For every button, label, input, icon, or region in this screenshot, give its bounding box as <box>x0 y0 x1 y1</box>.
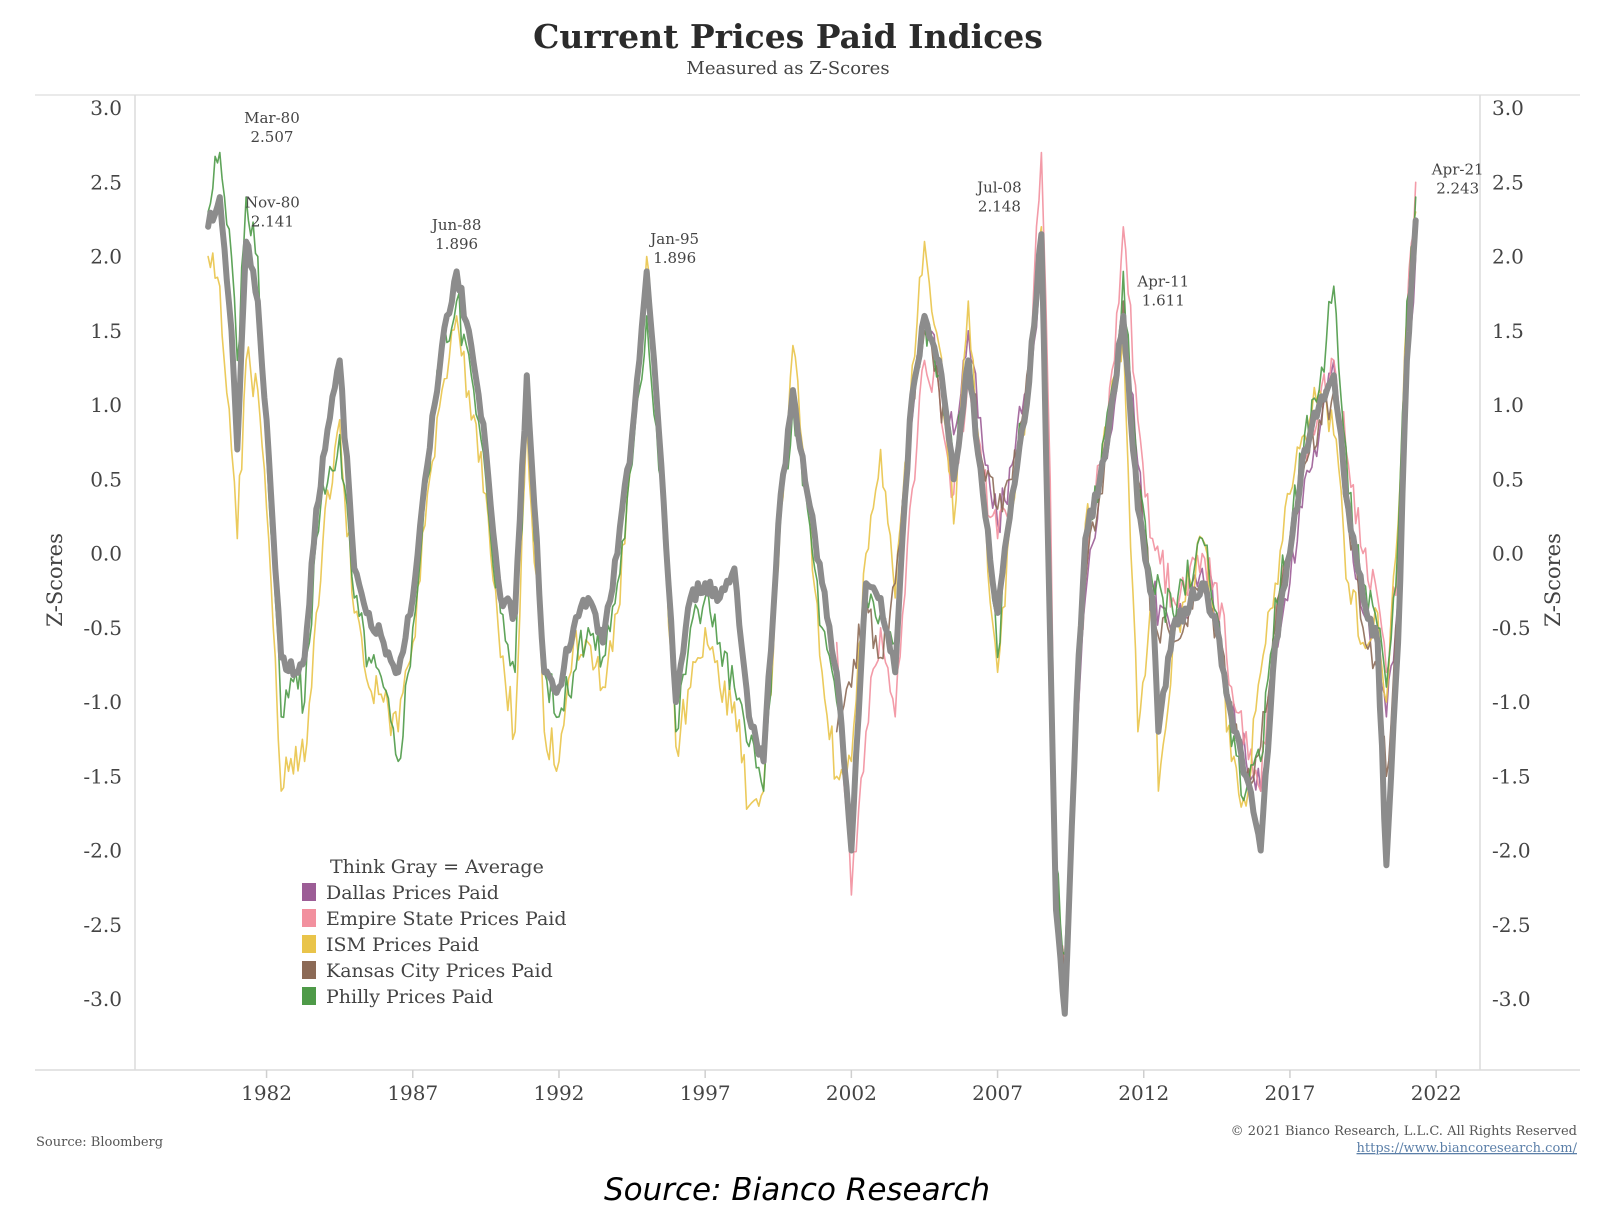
x-tick-label: 2022 <box>1411 1081 1462 1105</box>
series-line-average <box>205 194 1419 1017</box>
y-ticks-left: 3.0 2.5 2.0 1.5 1.0 0.5 0.0 -0.5 -1.0 -1.5 -2.0 -2.… <box>83 96 122 1011</box>
x-tick-label: 1997 <box>680 1081 731 1105</box>
series-lines <box>205 151 1419 1017</box>
x-tick-label: 1992 <box>534 1081 585 1105</box>
legend-label: Kansas City Prices Paid <box>326 960 553 982</box>
legend-items: Dallas Prices Paid Empire State Prices Pa… <box>302 882 567 1008</box>
source-caption: Source: Bianco Research <box>604 1172 990 1208</box>
y-tick-label-left: 2.5 <box>90 170 122 194</box>
legend-swatch <box>302 987 316 1005</box>
annotation-value: 2.141 <box>251 213 294 231</box>
y-ticks-right: 3.0 2.5 2.0 1.5 1.0 0.5 0.0 -0.5 -1.0 -1.5 -2.0 -2.… <box>1492 96 1531 1011</box>
y-axis-label-left: Z-Scores <box>43 533 67 627</box>
annotation-value: 1.611 <box>1142 291 1185 309</box>
legend-label: Dallas Prices Paid <box>326 882 499 904</box>
annotation-value: 1.896 <box>653 249 696 267</box>
annotation-value: 2.148 <box>978 198 1021 216</box>
annotation-date: Jul-08 <box>975 179 1022 197</box>
y-tick-label-left: -1.5 <box>83 764 122 788</box>
legend-swatch <box>302 961 316 979</box>
chart-title: Current Prices Paid Indices <box>533 17 1043 56</box>
annotation-date: Apr-21 <box>1431 160 1484 178</box>
y-tick-label-left: 0.5 <box>90 467 122 491</box>
y-tick-label-left: 1.5 <box>90 319 122 343</box>
y-tick-label-right: -1.5 <box>1492 764 1531 788</box>
y-tick-label-right: -3.0 <box>1492 987 1531 1011</box>
y-tick-label-left: 2.0 <box>90 245 122 269</box>
y-tick-label-right: 0.5 <box>1492 467 1524 491</box>
y-tick-label-left: -2.0 <box>83 839 122 863</box>
x-tick-label: 2017 <box>1264 1081 1315 1105</box>
annotation-value: 1.896 <box>435 235 478 253</box>
legend-label: Philly Prices Paid <box>326 986 493 1008</box>
annotation-value: 2.507 <box>250 128 293 146</box>
x-ticks: 1982 1987 1992 1997 2002 2007 2012 2017 2022 <box>241 1070 1462 1105</box>
y-tick-label-left: -2.5 <box>83 913 122 937</box>
y-tick-label-right: -1.0 <box>1492 690 1531 714</box>
legend: Think Gray = Average Dallas Prices Paid E… <box>302 856 567 1008</box>
y-tick-label-right: 3.0 <box>1492 96 1524 120</box>
x-tick-label: 2002 <box>826 1081 877 1105</box>
y-tick-label-right: -2.5 <box>1492 913 1531 937</box>
y-tick-label-right: 1.5 <box>1492 319 1524 343</box>
legend-label: Empire State Prices Paid <box>326 908 567 930</box>
y-tick-label-left: -0.5 <box>83 616 122 640</box>
x-tick-label: 1987 <box>387 1081 438 1105</box>
x-tick-label: 2012 <box>1118 1081 1169 1105</box>
legend-label: ISM Prices Paid <box>326 934 479 956</box>
annotation-value: 2.243 <box>1436 179 1479 197</box>
x-tick-label: 1982 <box>241 1081 292 1105</box>
annotation-date: Mar-80 <box>244 109 300 127</box>
source-left: Source: Bloomberg <box>36 1135 163 1150</box>
x-tick-label: 2007 <box>972 1081 1023 1105</box>
y-tick-label-left: 0.0 <box>90 542 122 566</box>
annotation-date: Jun-88 <box>430 216 482 234</box>
y-tick-label-left: -1.0 <box>83 690 122 714</box>
y-axis-label-right: Z-Scores <box>1541 533 1565 627</box>
annotation-date: Jan-95 <box>648 230 699 248</box>
y-tick-label-right: 2.5 <box>1492 170 1524 194</box>
copyright: © 2021 Bianco Research, L.L.C. All Right… <box>1231 1124 1577 1139</box>
legend-title: Think Gray = Average <box>330 856 544 878</box>
y-tick-label-left: -3.0 <box>83 987 122 1011</box>
series-line-philly-prices-paid <box>207 151 1417 956</box>
annotation-date: Nov-80 <box>245 194 300 212</box>
y-tick-label-left: 3.0 <box>90 96 122 120</box>
annotation-date: Apr-11 <box>1136 272 1189 290</box>
chart-subtitle: Measured as Z-Scores <box>686 58 889 79</box>
y-tick-label-right: 1.0 <box>1492 393 1524 417</box>
y-tick-label-right: -2.0 <box>1492 839 1531 863</box>
legend-swatch <box>302 935 316 953</box>
legend-swatch <box>302 909 316 927</box>
website-link[interactable]: https://www.biancoresearch.com/ <box>1357 1141 1578 1156</box>
y-tick-label-right: -0.5 <box>1492 616 1531 640</box>
y-tick-label-right: 2.0 <box>1492 245 1524 269</box>
legend-swatch <box>302 883 316 901</box>
y-tick-label-right: 0.0 <box>1492 542 1524 566</box>
y-tick-label-left: 1.0 <box>90 393 122 417</box>
